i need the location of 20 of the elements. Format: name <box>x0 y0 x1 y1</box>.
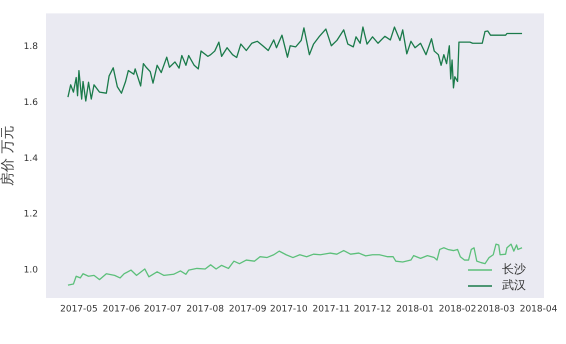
legend-label: 武汉 <box>502 278 526 292</box>
y-tick-label: 1.4 <box>24 154 38 164</box>
legend-label: 长沙 <box>502 262 526 276</box>
y-axis-title: 房价 万元 <box>0 125 16 186</box>
x-tick-label: 2018-02 <box>438 304 476 315</box>
y-tick-label: 1.0 <box>24 265 38 276</box>
x-tick-label: 2017-11 <box>312 304 350 315</box>
y-tick-label: 1.2 <box>24 210 38 220</box>
x-tick-label: 2017-08 <box>186 304 224 315</box>
y-tick-label: 1.8 <box>24 42 38 52</box>
x-tick-label: 2017-12 <box>354 304 392 315</box>
x-tick-label: 2017-07 <box>144 304 182 315</box>
x-tick-label: 2017-10 <box>270 304 308 315</box>
x-tick-label: 2017-06 <box>102 304 141 315</box>
x-tick-label: 2017-09 <box>228 304 267 315</box>
x-tick-label: 2018-04 <box>520 304 558 315</box>
y-tick-label: 1.6 <box>24 98 38 108</box>
x-tick-label: 2017-05 <box>60 304 98 315</box>
x-tick-label: 2018-01 <box>396 304 434 315</box>
x-tick-label: 2018-03 <box>477 304 515 315</box>
